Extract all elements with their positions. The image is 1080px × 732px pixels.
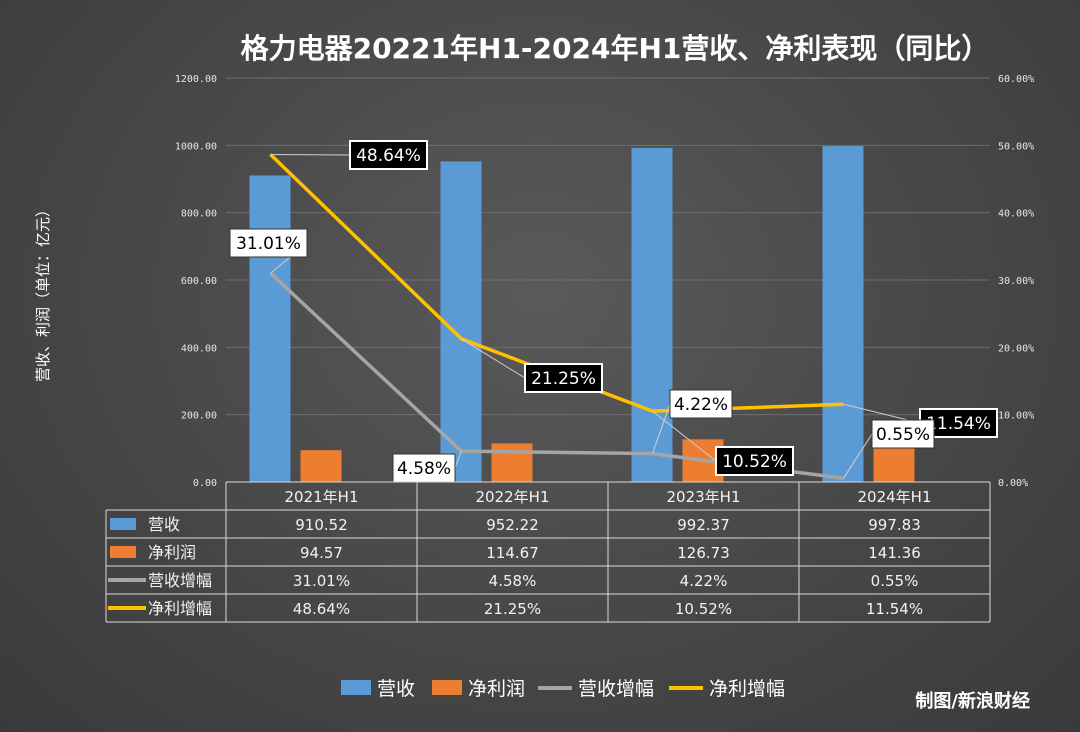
label-profit-growth: 10.52%	[722, 452, 787, 472]
y2-tick-label: 10.00%	[998, 411, 1034, 422]
table-cell: 992.37	[677, 516, 730, 534]
leader-line	[652, 403, 671, 454]
label-profit-growth: 11.54%	[926, 414, 991, 434]
legend-label: 营收	[377, 678, 415, 700]
leader-line	[461, 338, 526, 379]
label-revenue-growth: 0.55%	[876, 425, 930, 445]
table-cell: 94.57	[300, 544, 343, 562]
table-cell: 31.01%	[293, 572, 350, 590]
table-row-label: 营收增幅	[148, 571, 212, 590]
bar-revenue	[822, 146, 864, 482]
y-axis-label: 营收、利润（单位：亿元）	[34, 202, 52, 382]
label-revenue-growth: 31.01%	[236, 234, 301, 254]
label-profit-growth-box	[715, 446, 794, 476]
y-tick-label: 400.00	[181, 343, 217, 354]
y-tick-label: 1200.00	[175, 74, 217, 85]
y2-tick-label: 30.00%	[998, 276, 1034, 287]
table-cell: 21.25%	[484, 600, 541, 618]
table-cell: 126.73	[677, 544, 730, 562]
x-tick-label: 2021年H1	[285, 488, 359, 506]
table-cell: 11.54%	[866, 600, 923, 618]
bar-net-profit	[491, 443, 533, 482]
table-cell: 10.52%	[675, 600, 732, 618]
table-cell: 4.22%	[680, 572, 728, 590]
table-cell: 48.64%	[293, 600, 350, 618]
y2-tick-label: 20.00%	[998, 343, 1034, 354]
x-tick-label: 2023年H1	[667, 488, 741, 506]
table-cell: 141.36	[868, 544, 921, 562]
legend-label: 净利润	[468, 678, 525, 700]
bar-revenue	[249, 175, 291, 483]
x-tick-label: 2022年H1	[476, 488, 550, 506]
leader-line	[652, 410, 717, 462]
legend-label: 净利增幅	[709, 678, 785, 700]
bar-net-profit	[300, 450, 342, 482]
y2-tick-label: 0.00%	[998, 478, 1028, 489]
y-tick-label: 1000.00	[175, 141, 217, 152]
table-legend-swatch	[110, 518, 136, 530]
y-tick-label: 600.00	[181, 276, 217, 287]
label-profit-growth: 48.64%	[356, 146, 421, 166]
table-cell: 114.67	[486, 544, 539, 562]
label-revenue-growth: 4.22%	[674, 395, 728, 415]
leader-line	[270, 153, 351, 156]
leader-line	[454, 450, 462, 469]
table-cell: 952.22	[486, 516, 539, 534]
table-cell: 4.58%	[489, 572, 537, 590]
table-row-label: 净利增幅	[148, 599, 212, 618]
label-revenue-growth-box	[871, 419, 935, 449]
bar-revenue	[440, 161, 482, 483]
y2-tick-label: 60.00%	[998, 74, 1034, 85]
y-tick-label: 200.00	[181, 411, 217, 422]
leader-line	[843, 433, 873, 479]
label-revenue-growth: 4.58%	[397, 459, 451, 479]
y-tick-label: 800.00	[181, 209, 217, 220]
credit: 制图/新浪财经	[915, 690, 1030, 712]
table-row-label: 净利润	[148, 543, 196, 562]
table-cell: 0.55%	[871, 572, 919, 590]
label-profit-growth-box	[524, 363, 603, 393]
y-tick-label: 0.00	[193, 478, 217, 489]
y2-tick-label: 50.00%	[998, 141, 1034, 152]
table-cell: 997.83	[868, 516, 921, 534]
bar-revenue	[631, 147, 673, 482]
y2-tick-label: 40.00%	[998, 209, 1034, 220]
table-cell: 910.52	[295, 516, 348, 534]
legend-swatch	[341, 680, 371, 695]
table-row-label: 营收	[148, 515, 180, 534]
label-revenue-growth-box	[229, 228, 308, 258]
legend-swatch	[432, 680, 462, 695]
legend-label: 营收增幅	[578, 678, 654, 700]
label-revenue-growth-box	[669, 389, 733, 419]
x-tick-label: 2024年H1	[858, 488, 932, 506]
table-legend-swatch	[110, 546, 136, 558]
label-profit-growth: 21.25%	[531, 369, 596, 389]
chart-title: 格力电器20221年H1-2024年H1营收、净利表现（同比）	[241, 32, 990, 65]
label-profit-growth-box	[349, 140, 428, 170]
